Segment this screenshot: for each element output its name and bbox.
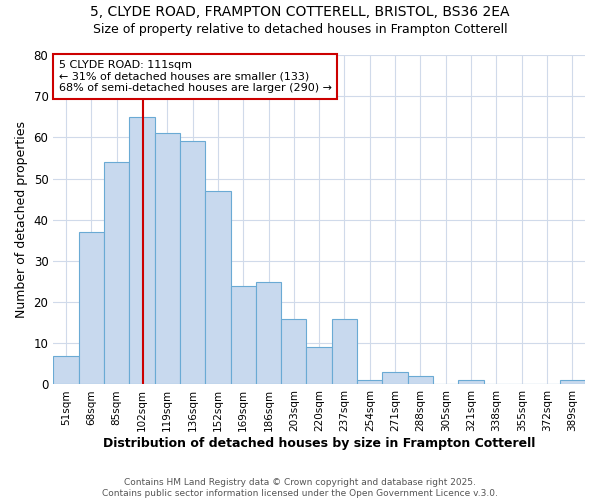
- Bar: [256, 282, 281, 385]
- Bar: [53, 356, 79, 384]
- Bar: [357, 380, 382, 384]
- Bar: [180, 142, 205, 384]
- Bar: [307, 348, 332, 385]
- Bar: [155, 133, 180, 384]
- Bar: [205, 191, 230, 384]
- Text: Size of property relative to detached houses in Frampton Cotterell: Size of property relative to detached ho…: [92, 22, 508, 36]
- Bar: [560, 380, 585, 384]
- Text: 5 CLYDE ROAD: 111sqm
← 31% of detached houses are smaller (133)
68% of semi-deta: 5 CLYDE ROAD: 111sqm ← 31% of detached h…: [59, 60, 332, 93]
- Bar: [281, 318, 307, 384]
- X-axis label: Distribution of detached houses by size in Frampton Cotterell: Distribution of detached houses by size …: [103, 437, 535, 450]
- Bar: [129, 117, 155, 384]
- Bar: [104, 162, 129, 384]
- Text: Contains HM Land Registry data © Crown copyright and database right 2025.
Contai: Contains HM Land Registry data © Crown c…: [102, 478, 498, 498]
- Bar: [79, 232, 104, 384]
- Text: 5, CLYDE ROAD, FRAMPTON COTTERELL, BRISTOL, BS36 2EA: 5, CLYDE ROAD, FRAMPTON COTTERELL, BRIST…: [90, 5, 510, 19]
- Bar: [332, 318, 357, 384]
- Bar: [230, 286, 256, 384]
- Bar: [382, 372, 408, 384]
- Y-axis label: Number of detached properties: Number of detached properties: [15, 121, 28, 318]
- Bar: [408, 376, 433, 384]
- Bar: [458, 380, 484, 384]
